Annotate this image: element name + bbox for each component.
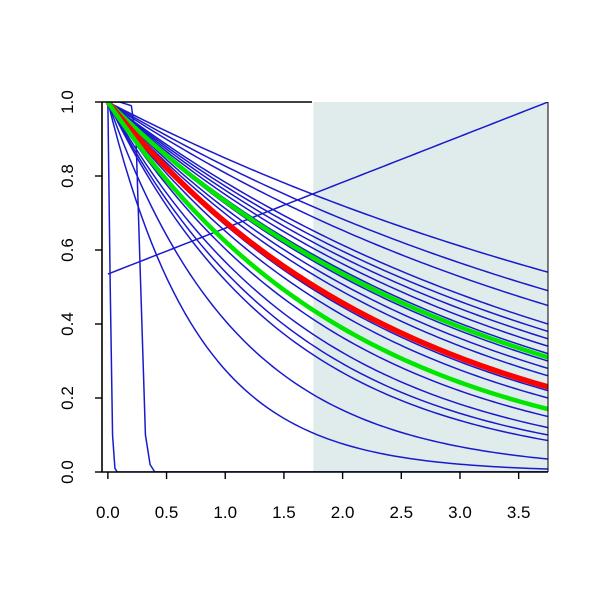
series-line-17 bbox=[107, 102, 548, 460]
series-line-0 bbox=[107, 102, 548, 273]
y-tick-label: 0.0 bbox=[58, 460, 77, 484]
y-tick-label: 0.6 bbox=[58, 238, 77, 262]
x-tick-label: 1.0 bbox=[213, 503, 237, 522]
series-line-10 bbox=[107, 102, 548, 377]
x-tick-label: 0.5 bbox=[155, 503, 179, 522]
series-line-2 bbox=[107, 102, 548, 307]
series-line-23 bbox=[105, 102, 548, 390]
shaded-region bbox=[313, 102, 548, 472]
y-axis-ticks: 0.0 0.2 0.4 0.6 0.8 1.0 bbox=[58, 90, 102, 484]
series-line-13 bbox=[107, 102, 548, 418]
series-line-6 bbox=[107, 102, 548, 347]
series-line-12 bbox=[107, 102, 548, 399]
series-line-21 bbox=[107, 102, 548, 472]
x-axis-ticks: 0.0 0.5 1.0 1.5 2.0 2.5 3.0 3.5 bbox=[96, 472, 530, 522]
series-line-1 bbox=[107, 102, 548, 292]
y-tick-label: 0.2 bbox=[58, 386, 77, 410]
y-tick-label: 0.8 bbox=[58, 164, 77, 188]
series-line-14 bbox=[107, 102, 548, 429]
series-line-19 bbox=[107, 102, 548, 275]
series-line-18 bbox=[107, 102, 548, 470]
series-line-5 bbox=[107, 102, 548, 340]
series-line-9 bbox=[107, 102, 548, 370]
x-tick-label: 3.0 bbox=[448, 503, 472, 522]
series-line-15 bbox=[107, 102, 548, 436]
curves-group bbox=[105, 102, 548, 472]
x-tick-label: 2.0 bbox=[331, 503, 355, 522]
x-tick-label: 0.0 bbox=[96, 503, 120, 522]
series-line-16 bbox=[107, 102, 548, 442]
y-tick-label: 1.0 bbox=[58, 90, 77, 114]
series-line-22 bbox=[106, 102, 548, 360]
y-tick-label: 0.4 bbox=[58, 312, 77, 336]
series-line-20 bbox=[107, 102, 548, 472]
x-tick-label: 2.5 bbox=[389, 503, 413, 522]
series-line-4 bbox=[107, 102, 548, 333]
x-tick-label: 3.5 bbox=[507, 503, 531, 522]
series-line-24 bbox=[106, 102, 548, 412]
x-tick-label: 1.5 bbox=[272, 503, 296, 522]
series-line-3 bbox=[107, 102, 548, 325]
